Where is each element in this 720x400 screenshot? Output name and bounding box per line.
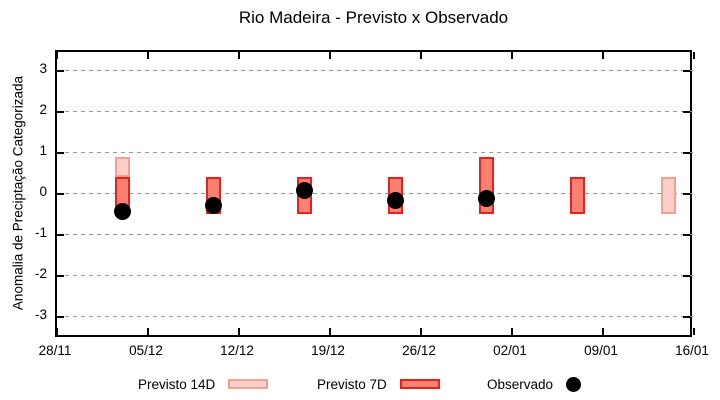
xtick-label: 02/01 bbox=[493, 343, 527, 358]
xtick-top bbox=[420, 52, 422, 59]
ytick-right bbox=[683, 315, 690, 318]
xtick-label: 05/12 bbox=[129, 343, 163, 358]
bar-previsto-14d bbox=[114, 156, 130, 178]
xtick-bottom bbox=[420, 328, 422, 335]
xtick-top bbox=[56, 52, 58, 59]
ytick-left bbox=[57, 69, 64, 72]
xtick-label: 26/12 bbox=[402, 343, 436, 358]
xtick-top bbox=[602, 52, 604, 59]
gridline-y3 bbox=[57, 69, 694, 71]
xtick-bottom bbox=[693, 328, 695, 335]
observado-dot bbox=[477, 189, 495, 207]
observado-dot bbox=[204, 197, 222, 215]
chart-title: Rio Madeira - Previsto x Observado bbox=[238, 8, 509, 27]
gridline-y-1 bbox=[57, 233, 694, 235]
ytick-right bbox=[683, 274, 690, 277]
gridline-y1 bbox=[57, 151, 694, 153]
gridline-y-3 bbox=[57, 315, 694, 317]
ytick-right bbox=[683, 110, 690, 113]
ytick-right bbox=[683, 69, 690, 72]
ytick-right bbox=[683, 233, 690, 236]
xtick-top bbox=[147, 52, 149, 59]
gridline-y0 bbox=[57, 192, 694, 194]
legend-swatch-previsto-14d bbox=[228, 379, 269, 389]
xtick-top bbox=[238, 52, 240, 59]
ytick-left bbox=[57, 315, 64, 318]
legend-item-previsto-14d: Previsto 14D bbox=[138, 374, 269, 394]
plot-area bbox=[55, 50, 695, 337]
ytick-label: -3 bbox=[34, 306, 47, 322]
observado-dot bbox=[113, 203, 131, 221]
ytick-left bbox=[57, 110, 64, 113]
ytick-label: 2 bbox=[39, 101, 47, 117]
xtick-bottom bbox=[602, 328, 604, 335]
legend-label-previsto-14d: Previsto 14D bbox=[138, 376, 216, 392]
ytick-label: 3 bbox=[39, 60, 47, 76]
xtick-top bbox=[329, 52, 331, 59]
ytick-left bbox=[57, 192, 64, 195]
observado-dot bbox=[295, 182, 313, 200]
xtick-bottom bbox=[56, 328, 58, 335]
xtick-top bbox=[511, 52, 513, 59]
legend-swatch-previsto-7d bbox=[399, 379, 440, 389]
xtick-bottom bbox=[329, 328, 331, 335]
ytick-right bbox=[683, 192, 690, 195]
xtick-bottom bbox=[238, 328, 240, 335]
xtick-label: 12/12 bbox=[220, 343, 254, 358]
legend-item-previsto-7d: Previsto 7D bbox=[317, 374, 440, 394]
ytick-label: -2 bbox=[34, 265, 47, 281]
legend-label-observado: Observado bbox=[487, 376, 554, 392]
ytick-label: -1 bbox=[34, 224, 47, 240]
xtick-bottom bbox=[511, 328, 513, 335]
ytick-label: 1 bbox=[39, 142, 47, 158]
xtick-label: 09/01 bbox=[584, 343, 618, 358]
ytick-left bbox=[57, 151, 64, 154]
xtick-top bbox=[693, 52, 695, 59]
ytick-left bbox=[57, 233, 64, 236]
legend-label-previsto-7d: Previsto 7D bbox=[317, 376, 387, 392]
xtick-label: 28/11 bbox=[38, 343, 72, 358]
legend-item-observado: Observado bbox=[487, 374, 582, 394]
xtick-label: 19/12 bbox=[311, 343, 345, 358]
observado-dot bbox=[386, 191, 404, 209]
bar-previsto-7d bbox=[569, 177, 585, 214]
ytick-label: 0 bbox=[39, 183, 47, 199]
ytick-left bbox=[57, 274, 64, 277]
xtick-bottom bbox=[147, 328, 149, 335]
gridline-y2 bbox=[57, 110, 694, 112]
ytick-right bbox=[683, 151, 690, 154]
bar-previsto-14d bbox=[660, 177, 676, 214]
gridline-y-2 bbox=[57, 274, 694, 276]
legend-dot-observado bbox=[566, 376, 582, 392]
xtick-label: 16/01 bbox=[675, 343, 709, 358]
